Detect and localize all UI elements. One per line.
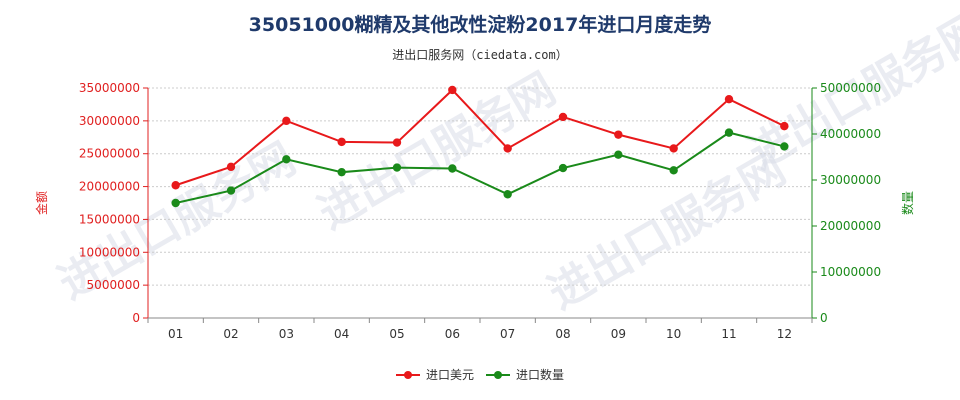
left-tick-label: 10000000: [79, 245, 140, 259]
series-2-point: [448, 164, 457, 173]
legend-marker-2: [494, 371, 502, 379]
right-tick-label: 20000000: [820, 219, 881, 233]
x-tick-label: 11: [721, 327, 736, 341]
left-tick-label: 35000000: [79, 81, 140, 95]
series-2-point: [614, 150, 623, 159]
ticks: 0 5000000 10000000 15000000 20000000 25000000…: [34, 81, 915, 341]
left-tick-label: 0: [132, 311, 140, 325]
series-1-point: [724, 94, 734, 104]
series-2-point: [780, 142, 789, 151]
series-2-point: [392, 163, 402, 172]
chart-subtitle: 进出口服务网（ciedata.com）: [392, 48, 568, 62]
series-1-point: [558, 112, 568, 122]
series-line-1: [175, 88, 785, 187]
right-tick-label: 40000000: [820, 127, 881, 141]
series-1-point: [503, 144, 512, 153]
series-2-point: [503, 190, 512, 199]
series-2-point: [337, 167, 346, 177]
right-tick-label: 0: [820, 311, 828, 325]
legend-label-2: 进口数量: [516, 367, 564, 382]
series-1-point: [448, 85, 457, 95]
grid-lines: [148, 87, 812, 286]
right-tick-label: 50000000: [820, 81, 881, 95]
watermark-text: 进出口服务网: [310, 63, 564, 239]
legend: 进口美元 进口数量: [396, 367, 564, 382]
series-line-2: [175, 131, 785, 204]
series-group: [171, 85, 789, 208]
x-tick-label: 10: [666, 327, 681, 341]
x-tick-label: 01: [168, 327, 183, 341]
series-1-point: [669, 144, 678, 153]
x-tick-label: 12: [777, 327, 792, 341]
series-2-point: [724, 128, 734, 137]
series-1-point: [614, 130, 623, 139]
series-2-point: [282, 155, 291, 164]
left-tick-label: 15000000: [79, 212, 140, 226]
left-tick-label: 20000000: [79, 180, 140, 194]
right-tick-label: 30000000: [820, 173, 881, 187]
x-tick-label: 04: [334, 327, 349, 341]
series-2-point: [558, 163, 568, 173]
series-2-point: [226, 186, 236, 195]
left-tick-label: 25000000: [79, 147, 140, 161]
left-tick-label: 30000000: [79, 114, 140, 128]
x-tick-label: 06: [445, 327, 460, 341]
series-1-point: [226, 162, 236, 172]
watermark-text: 进出口服务网: [540, 143, 794, 319]
chart-title: 35051000糊精及其他改性淀粉2017年进口月度走势: [248, 14, 712, 36]
x-tick-label: 05: [389, 327, 404, 341]
series-1-point: [392, 138, 402, 147]
right-axis-title: 数量: [900, 191, 915, 215]
series-1-point: [282, 116, 291, 126]
x-tick-label: 03: [279, 327, 294, 341]
left-tick-label: 5000000: [87, 278, 140, 292]
series-1-point: [171, 181, 180, 190]
legend-marker-1: [404, 371, 412, 379]
x-tick-label: 02: [223, 327, 238, 341]
series-2-point: [171, 198, 180, 208]
x-tick-label: 08: [555, 327, 570, 341]
x-tick-label: 07: [500, 327, 515, 341]
left-axis-title: 金额: [34, 191, 49, 215]
series-1-point: [337, 137, 346, 147]
x-tick-label: 09: [611, 327, 626, 341]
right-tick-label: 10000000: [820, 265, 881, 279]
series-1-point: [780, 121, 789, 131]
series-2-point: [669, 166, 678, 175]
legend-label-1: 进口美元: [426, 368, 474, 382]
